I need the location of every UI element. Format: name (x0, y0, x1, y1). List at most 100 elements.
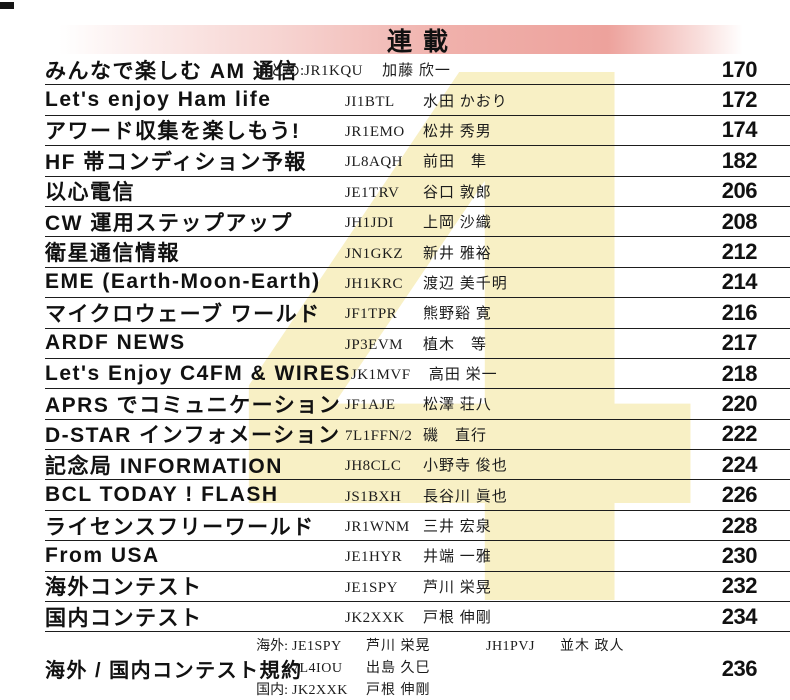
author-callsign: JE1SPY (292, 638, 342, 654)
author-callsign: JK1MVF (350, 367, 411, 384)
author-callsign: JK2XXK (345, 610, 405, 627)
author-name: 前田 隼 (423, 154, 488, 171)
author-cell: JH1KRC 渡辺 美千明 (345, 272, 685, 293)
author-line: 海外: JE1SPY 芦川 栄晃 JH1PVJ 並木 政人 (242, 636, 685, 658)
author-name: 松井 秀男 (423, 123, 492, 140)
article-title: Let's enjoy Ham life (45, 88, 272, 112)
author-callsign: JR1KQU (304, 63, 364, 80)
author-cell: JE1SPY 芦川 栄晃 (345, 576, 685, 597)
toc-row: アワード収集を楽しもう! JR1EMO 松井 秀男 174 (45, 116, 790, 147)
author-cell: JR1EMO 松井 秀男 (345, 120, 685, 141)
author-callsign: JK2XXK (292, 682, 348, 698)
author-callsign: JP3EVM (345, 336, 404, 353)
author-name: 三井 宏泉 (423, 519, 492, 536)
toc-row-contest-rules: 海外 / 国内コンテスト規約 海外: JE1SPY 芦川 栄晃 JH1PVJ 並木 政人… (45, 632, 790, 700)
author-callsign: JH1JDI (345, 215, 394, 232)
toc-row: Let's enjoy Ham life JI1BTL 水田 かおり 172 (45, 85, 790, 116)
toc-row: ライセンスフリーワールド JR1WNM 三井 宏泉 228 (45, 511, 790, 542)
author-callsign: JH1PVJ (486, 638, 535, 654)
toc-row: 以心電信 JE1TRV 谷口 敦郎 206 (45, 177, 790, 207)
author-name: 松澤 荘八 (423, 397, 492, 414)
author-cell: JL8AQH 前田 隼 (345, 150, 685, 171)
author-callsign: JH8CLC (345, 458, 402, 475)
author-name: 芦川 栄晃 (366, 638, 431, 654)
toc-row: CW 運用ステップアップ JH1JDI 上岡 沙織 208 (45, 207, 790, 238)
scan-corner-mark (0, 2, 14, 9)
toc-row: From USA JE1HYR 井端 一雅 230 (45, 541, 790, 572)
author-name: 加藤 欣一 (382, 63, 451, 80)
page-number: 230 (721, 542, 758, 568)
page-number: 208 (721, 208, 758, 234)
article-title: みんなで楽しむ AM 通信 (45, 59, 298, 83)
article-title: ライセンスフリーワールド (45, 515, 315, 539)
author-cell: JS1BXH 長谷川 眞也 (345, 485, 685, 506)
author-cell: JH1JDI 上岡 沙織 (345, 211, 685, 232)
author-cell: まとめ: JR1KQU 加藤 欣一 (255, 59, 685, 80)
author-callsign: JR1WNM (345, 519, 410, 536)
page-number: 170 (721, 56, 758, 82)
page-number: 224 (721, 451, 758, 477)
author-callsign: JF1AJE (345, 397, 396, 414)
author-callsign: JE1HYR (345, 549, 403, 566)
page-number: 206 (721, 178, 758, 204)
author-cell: JE1TRV 谷口 敦郎 (345, 181, 685, 202)
author-cell: JK2XXK 戸根 伸剛 (345, 606, 685, 627)
author-name: 上岡 沙織 (423, 215, 492, 232)
article-title: マイクロウェーブ ワールド (45, 302, 321, 326)
author-callsign: JE1TRV (345, 184, 400, 201)
page-number: 220 (721, 390, 758, 416)
author-cell: 7L1FFN/2 磯 直行 (345, 424, 685, 445)
article-title: Let's Enjoy C4FM & WIRES (45, 361, 351, 385)
author-line: 7L4IOU 出島 久巳 (242, 658, 685, 680)
author-name: 並木 政人 (560, 638, 625, 654)
author-name: 芦川 栄晃 (423, 579, 492, 596)
toc-row: APRS でコミュニケーション JF1AJE 松澤 荘八 220 (45, 389, 790, 420)
author-callsign: JE1SPY (345, 579, 399, 596)
page-number: 228 (721, 512, 758, 538)
page-number: 226 (721, 482, 758, 508)
author-scope-prefix (242, 658, 288, 680)
author-callsign: 7L1FFN/2 (345, 427, 413, 444)
author-callsign: JH1KRC (345, 275, 404, 292)
section-header-band: 連載 (38, 25, 750, 56)
article-title: HF 帯コンディション予報 (45, 150, 307, 174)
toc-row: 海外コンテスト JE1SPY 芦川 栄晃 232 (45, 572, 790, 603)
author-callsign: JI1BTL (345, 93, 395, 110)
article-title: 衛星通信情報 (45, 242, 180, 266)
toc-row: BCL TODAY ! FLASH JS1BXH 長谷川 眞也 226 (45, 480, 790, 511)
author-name: 植木 等 (423, 336, 488, 353)
page-number: 214 (721, 269, 758, 295)
author-name: 熊野谿 寛 (423, 306, 492, 323)
author-callsign: JR1EMO (345, 123, 405, 140)
page-number: 218 (721, 360, 758, 386)
page-number: 174 (721, 117, 758, 143)
author-name: 小野寺 俊也 (423, 458, 508, 475)
author-cell: JF1AJE 松澤 荘八 (345, 393, 685, 414)
toc-row: Let's Enjoy C4FM & WIRES JK1MVF 高田 栄一 21… (45, 359, 790, 390)
article-title: 海外 / 国内コンテスト規約 (45, 660, 303, 683)
author-cell: JH8CLC 小野寺 俊也 (345, 454, 685, 475)
author-name: 井端 一雅 (423, 549, 492, 566)
toc-row: D-STAR インフォメーション 7L1FFN/2 磯 直行 222 (45, 420, 790, 451)
article-title: EME (Earth-Moon-Earth) (45, 270, 321, 294)
toc-row: HF 帯コンディション予報 JL8AQH 前田 隼 182 (45, 146, 790, 177)
page-number: 172 (721, 87, 758, 113)
page-number: 222 (721, 421, 758, 447)
article-title: BCL TODAY ! FLASH (45, 483, 279, 507)
article-title: 以心電信 (45, 181, 135, 205)
author-callsign: JS1BXH (345, 488, 402, 505)
page-number: 234 (721, 603, 758, 629)
author-name: 戸根 伸剛 (423, 610, 492, 627)
author-name: 渡辺 美千明 (423, 275, 508, 292)
article-title: CW 運用ステップアップ (45, 211, 293, 235)
author-scope-prefix: 国内: (256, 682, 288, 698)
author-name: 新井 雅裕 (423, 245, 492, 262)
author-line: 国内: JK2XXK 戸根 伸剛 (242, 680, 685, 700)
article-title: D-STAR インフォメーション (45, 424, 341, 448)
toc-row: マイクロウェーブ ワールド JF1TPR 熊野谿 寛 216 (45, 298, 790, 329)
author-cell: JR1WNM 三井 宏泉 (345, 515, 685, 536)
toc-row: 国内コンテスト JK2XXK 戸根 伸剛 234 (45, 602, 790, 633)
article-title: 記念局 INFORMATION (45, 454, 283, 478)
author-callsign: JF1TPR (345, 306, 398, 323)
